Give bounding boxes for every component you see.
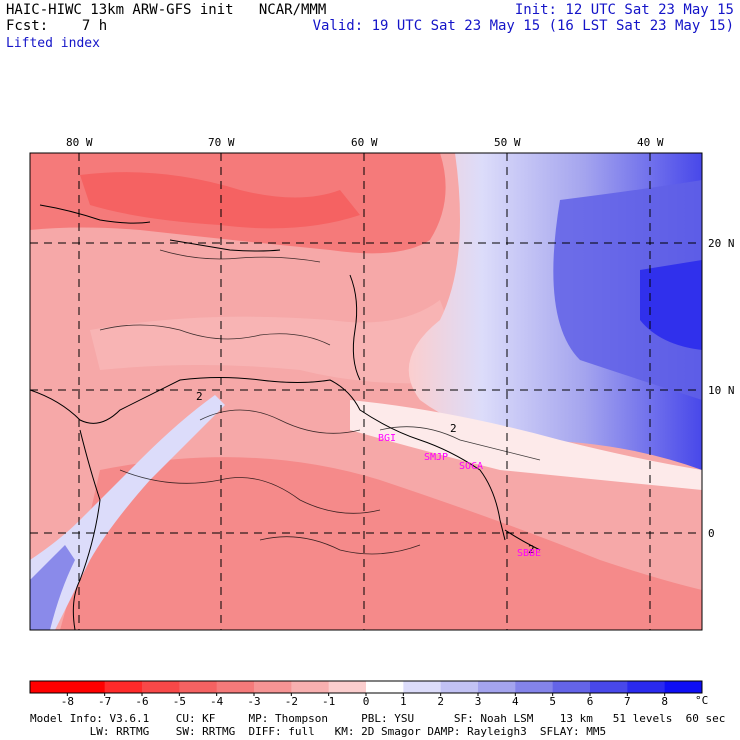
colorbar-swatch: [254, 681, 292, 693]
colorbar-tick-label: -2: [285, 695, 298, 708]
colorbar-swatch: [328, 681, 367, 693]
field-east-max: [640, 260, 702, 350]
field-pink-band: [90, 300, 470, 384]
colorbar-swatch: [664, 681, 703, 693]
graticule: [30, 153, 702, 630]
colorbar-tick-label: 3: [475, 695, 482, 708]
coast-pacific: [72, 429, 101, 630]
colorbar-tick-label: -5: [173, 695, 186, 708]
colorbar-swatch: [440, 681, 479, 693]
colorbar-swatch: [67, 681, 106, 693]
colorbar-tick-label: 7: [624, 695, 631, 708]
colorbar-swatch: [104, 681, 143, 693]
colorbar-swatch: [590, 681, 628, 693]
map-frame: [29, 152, 703, 631]
field-core-red: [80, 172, 360, 229]
station-sbbe: SBBE: [517, 548, 541, 559]
valid-time: Valid: 19 UTC Sat 23 May 15 (16 LST Sat …: [312, 18, 734, 34]
colorbar-swatch: [216, 681, 255, 693]
colorbar-tick-label: -1: [322, 695, 335, 708]
field-south-red: [60, 457, 702, 630]
coast-lesser-antilles: [349, 274, 361, 381]
lon-label: 80 W: [66, 136, 93, 149]
lon-label: 50 W: [494, 136, 521, 149]
field-itcz-edge: [350, 400, 702, 490]
colorbar-tick-label: 8: [661, 695, 668, 708]
colorbar-tick-label: 6: [587, 695, 594, 708]
coast-south-america-north: [30, 377, 506, 541]
field-pacific-stable: [30, 545, 75, 630]
colorbar-swatch: [627, 681, 666, 693]
colorbar-tick-label: 5: [549, 695, 556, 708]
colorbar-swatch: [142, 681, 180, 693]
coast-cuba: [39, 204, 151, 224]
colorbar-swatch: [366, 681, 404, 693]
model-info-line1: Model Info: V3.6.1 CU: KF MP: Thompson P…: [30, 712, 726, 725]
colorbar-tick-label: -3: [247, 695, 260, 708]
colorbar-swatch: [552, 681, 591, 693]
forecast-hour: Fcst: 7 h: [6, 18, 108, 34]
lon-label: 60 W: [351, 136, 378, 149]
colorbar-swatch: [403, 681, 442, 693]
contour-label: 2: [450, 422, 457, 435]
coast-amazon-mouth: [504, 529, 541, 551]
model-info-line2: LW: RRTMG SW: RRTMG DIFF: full KM: 2D Sm…: [30, 725, 607, 738]
colorbar-tick-label: -6: [135, 695, 148, 708]
colorbar-tick-label: -4: [210, 695, 224, 708]
field-shading: [30, 153, 702, 630]
colorbar: -8 -7 -6 -5 -4 -3 -2 -1 0 1 2 3 4 5 6 7 8: [29, 680, 703, 708]
li-contours: [99, 249, 541, 555]
colorbar-swatch: [478, 681, 516, 693]
station-soca: SOCA: [459, 461, 483, 472]
field-andes-stable: [30, 395, 225, 630]
colorbar-swatch: [179, 681, 218, 693]
colorbar-tick-label: 1: [400, 695, 407, 708]
colorbar-tick-label: 0: [363, 695, 370, 708]
contour-label: 2: [196, 390, 203, 403]
colorbar-swatch: [515, 681, 554, 693]
colorbar-unit: °C: [695, 694, 708, 707]
lat-label: 0: [708, 527, 715, 540]
colorbar-swatch: [30, 681, 68, 693]
field-east-core: [553, 180, 702, 400]
station-bgi: BGI: [378, 433, 396, 444]
station-smjp: SMJP: [424, 452, 448, 463]
colorbar-swatch: [291, 681, 330, 693]
field-name: Lifted index: [6, 36, 100, 51]
init-time: Init: 12 UTC Sat 23 May 15: [514, 2, 734, 18]
model-title: HAIC-HIWC 13km ARW-GFS init NCAR/MMM: [6, 2, 327, 18]
lat-label: 10 N: [708, 384, 735, 397]
lat-label: 20 N: [708, 237, 735, 250]
lon-label: 40 W: [637, 136, 664, 149]
colorbar-tick-label: -8: [61, 695, 74, 708]
colorbar-tick-label: 2: [437, 695, 444, 708]
contour-label: 2: [528, 543, 535, 556]
lon-label: 70 W: [208, 136, 235, 149]
colorbar-tick-label: -7: [98, 695, 111, 708]
colorbar-tick-label: 4: [512, 695, 519, 708]
